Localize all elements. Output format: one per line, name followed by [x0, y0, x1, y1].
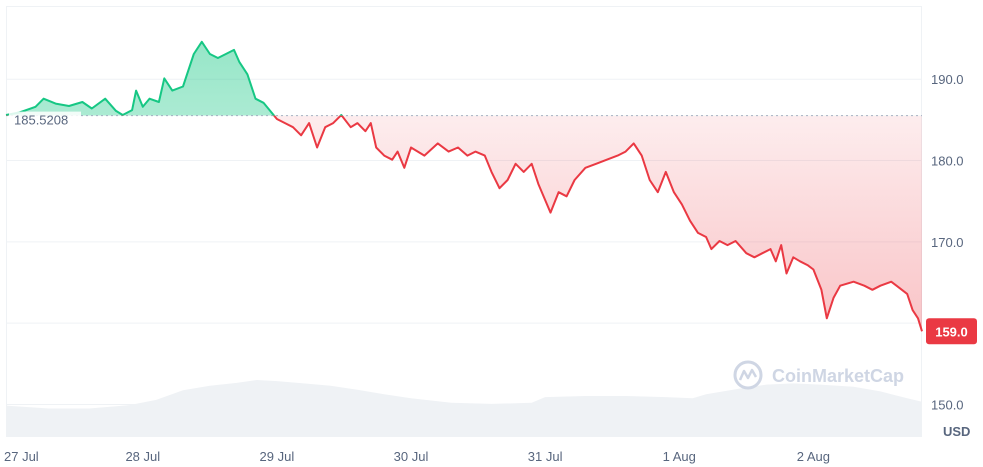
x-tick-label: 31 Jul	[528, 449, 563, 464]
x-tick-label: 2 Aug	[797, 449, 830, 464]
line-below-baseline	[6, 115, 923, 332]
y-tick-label: 150.0	[931, 397, 964, 412]
watermark: CoinMarketCap	[733, 360, 904, 390]
coinmarketcap-logo-icon	[733, 360, 763, 390]
line-above-baseline	[5, 40, 344, 116]
y-tick-label: 190.0	[931, 72, 964, 87]
area-below-baseline	[274, 115, 922, 332]
price-line	[5, 40, 923, 332]
last-price-badge-bg	[926, 318, 977, 345]
baseline-value-label: 185.5208	[14, 113, 68, 128]
currency-unit-label: USD	[943, 424, 970, 439]
baseline-badge: 185.5208	[9, 111, 81, 130]
price-area	[6, 41, 922, 332]
volume-fill	[6, 380, 922, 437]
last-price-label: 159.0	[935, 324, 968, 339]
x-tick-label: 27 Jul	[4, 449, 39, 464]
x-tick-label: 1 Aug	[663, 449, 696, 464]
y-tick-label: 180.0	[931, 154, 964, 169]
watermark-text: CoinMarketCap	[772, 366, 904, 386]
baseline-label-bg	[9, 111, 81, 130]
area-above-baseline	[6, 41, 922, 116]
last-price-badge: 159.0	[926, 318, 977, 345]
y-axis: 150.0 170.0 180.0 190.0	[931, 72, 964, 412]
x-tick-label: 29 Jul	[260, 449, 295, 464]
y-tick-label: 170.0	[931, 235, 964, 250]
x-tick-label: 30 Jul	[394, 449, 429, 464]
x-axis: 27 Jul 28 Jul 29 Jul 30 Jul 31 Jul 1 Aug 2 Aug	[4, 449, 830, 464]
volume-area	[6, 380, 922, 437]
x-tick-label: 28 Jul	[125, 449, 160, 464]
